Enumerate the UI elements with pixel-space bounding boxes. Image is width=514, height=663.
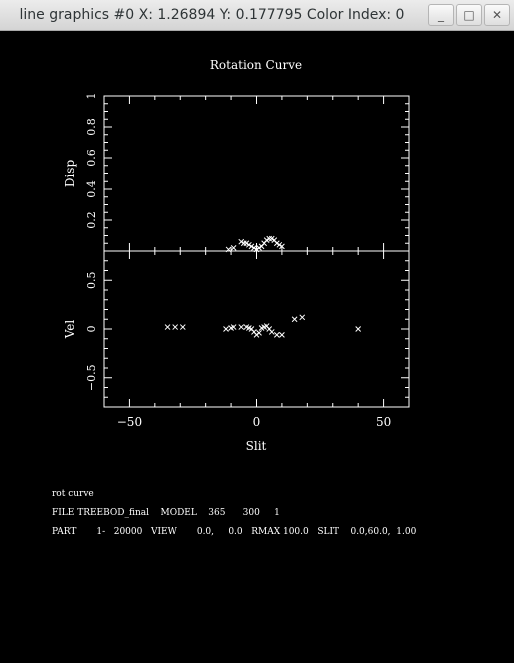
vel-data-point: [179, 324, 186, 330]
disp-ylabel: Disp: [63, 160, 77, 188]
vel-data-point: [273, 331, 280, 338]
x-axis-label: Slit: [246, 439, 267, 453]
chart-title: Rotation Curve: [210, 58, 302, 72]
window-title: line graphics #0 X: 1.26894 Y: 0.177795 …: [19, 7, 405, 23]
vel-data-point: [268, 329, 275, 335]
disp-data-point: [230, 245, 237, 251]
vel-xtick-label: 0: [253, 415, 261, 429]
disp-ytick-label: 1: [85, 93, 98, 100]
info-line-3: PART 1- 20000 VIEW 0.0, 0.0 RMAX 100.0 S…: [52, 527, 417, 537]
disp-data-point: [243, 240, 250, 247]
vel-data-point: [230, 324, 237, 330]
vel-data-point: [279, 331, 285, 338]
disp-frame: [103, 95, 410, 252]
disp-data-point: [238, 238, 245, 245]
vel-data-point: [172, 324, 179, 330]
disp-data-point: [256, 245, 262, 251]
disp-data-point: [279, 243, 285, 250]
vel-frame: [103, 250, 410, 408]
vel-data-point: [299, 314, 306, 321]
disp-data-point: [276, 241, 283, 248]
vel-data-point: [238, 324, 245, 330]
vel-data-point: [164, 324, 171, 330]
disp-data-point: [251, 245, 257, 251]
disp-data-point: [248, 243, 255, 250]
vel-ytick-label: 0: [85, 326, 98, 333]
rotation-curve-plot: Rotation Curve 0.2 0.4 0.6 0.8 1 Disp −0.5 0 0.5 V…: [63, 58, 410, 453]
disp-data-point: [240, 240, 247, 247]
graphics-canvas[interactable]: Rotation Curve 0.2 0.4 0.6 0.8 1 Disp −0.5 0 0.5 V…: [0, 31, 514, 663]
vel-xtick-label: 50: [376, 415, 391, 429]
disp-data-point: [268, 235, 275, 242]
vel-data-point: [355, 326, 362, 332]
disp-ytick-label: 0.4: [85, 180, 98, 198]
disp-ytick-label: 0.2: [85, 211, 98, 229]
vel-data-point: [256, 330, 262, 336]
disp-data-point: [246, 241, 252, 248]
disp-data-point: [273, 240, 280, 247]
vel-xtick-label: −50: [117, 415, 142, 429]
vel-ytick-label: 0.5: [85, 272, 98, 290]
disp-ytick-label: 0.8: [85, 118, 98, 136]
info-line-1: rot curve: [52, 489, 94, 499]
disp-data-point: [266, 235, 273, 242]
vel-data-point: [291, 316, 298, 323]
disp-data-point: [263, 237, 270, 244]
maximize-button[interactable]: □: [456, 4, 482, 26]
minimize-button[interactable]: _: [428, 4, 454, 26]
vel-data-point: [223, 326, 229, 332]
close-button[interactable]: ✕: [484, 4, 510, 26]
window-titlebar[interactable]: line graphics #0 X: 1.26894 Y: 0.177795 …: [0, 0, 514, 31]
disp-ytick-label: 0.6: [85, 149, 98, 167]
vel-ylabel: Vel: [63, 320, 77, 340]
vel-ytick-label: −0.5: [85, 364, 98, 391]
info-line-2: FILE TREEBOD_final MODEL 365 300 1: [52, 508, 280, 518]
